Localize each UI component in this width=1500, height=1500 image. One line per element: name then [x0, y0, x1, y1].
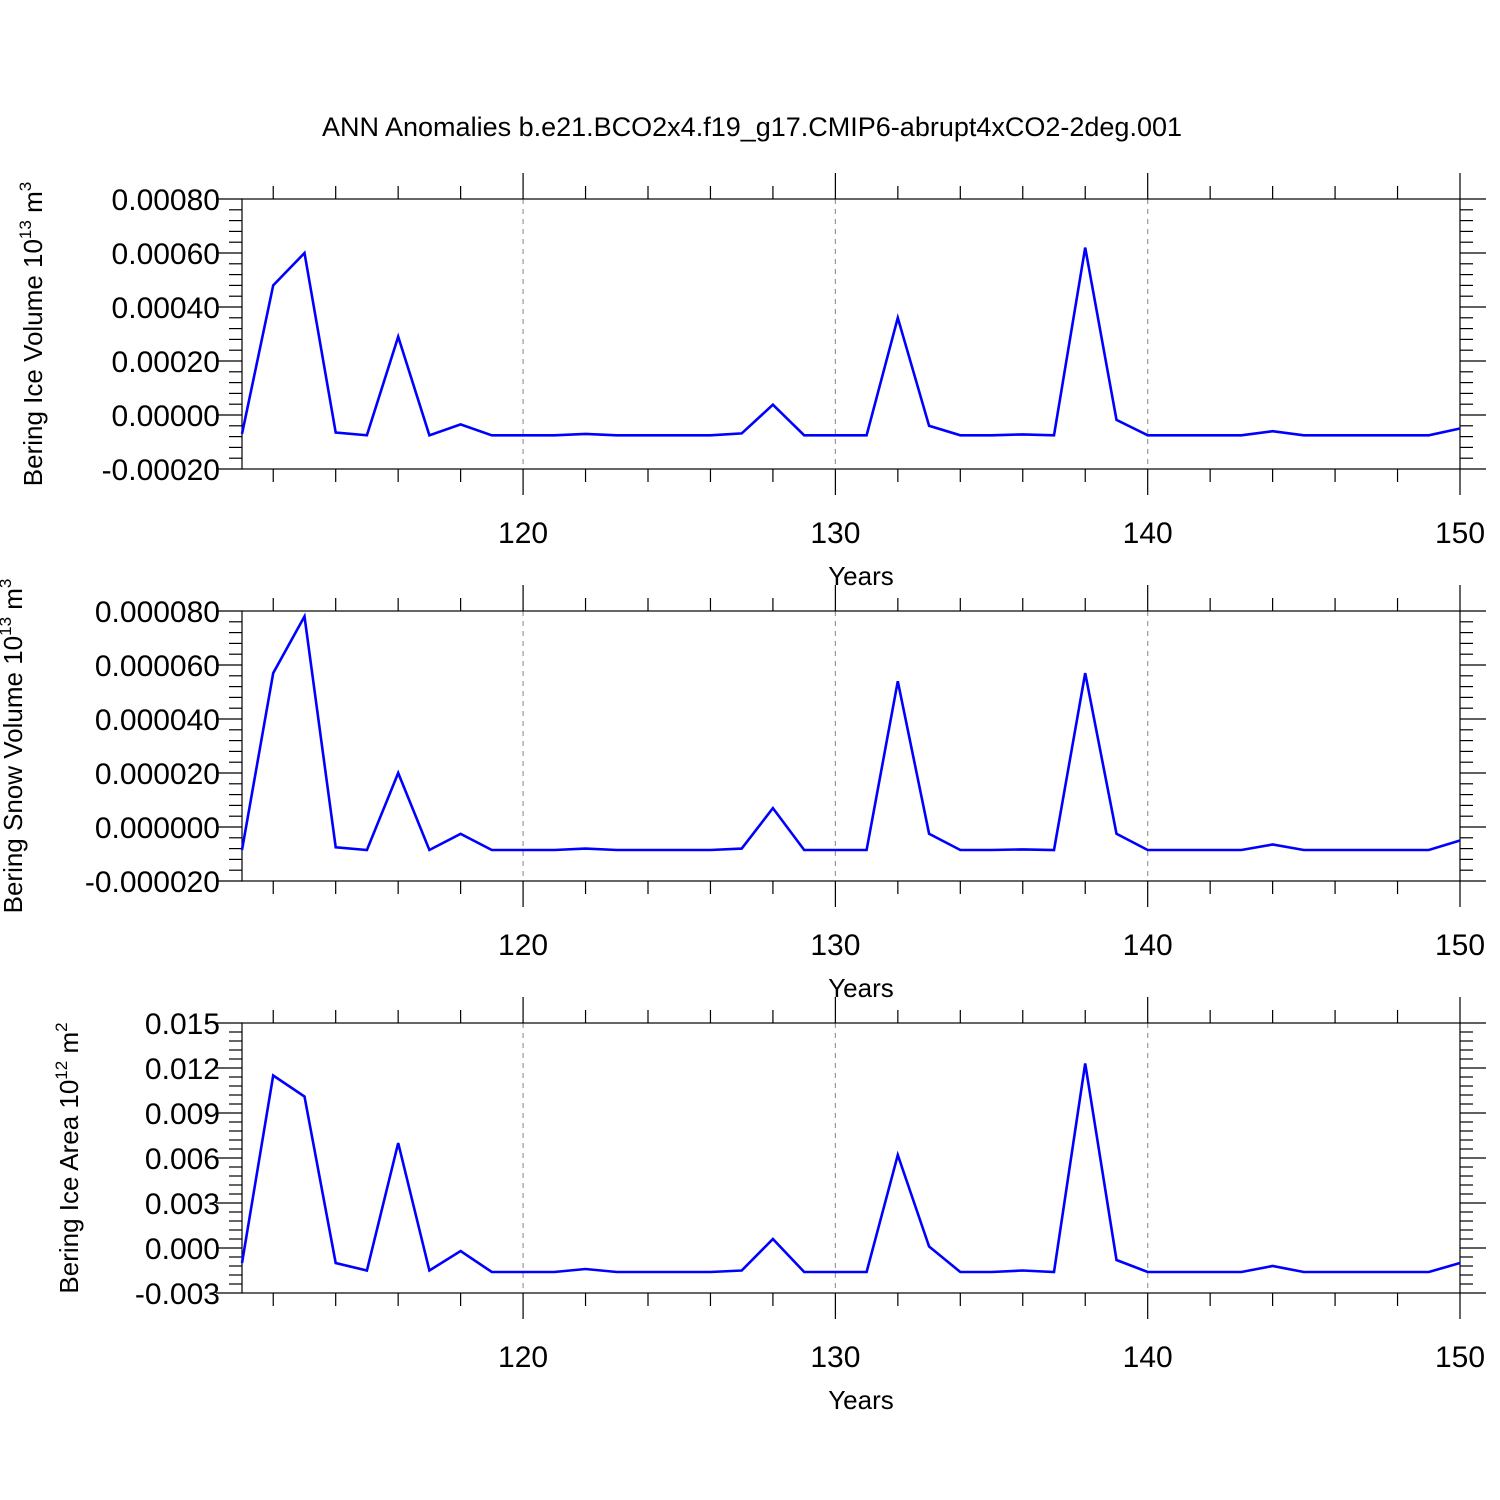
chart-title: ANN Anomalies b.e21.BCO2x4.f19_g17.CMIP6…: [322, 112, 1182, 142]
plot-frame: [241, 198, 1461, 470]
x-tick-label: 140: [1123, 929, 1173, 962]
y-tick-label: 0.000000: [95, 812, 220, 845]
x-tick-label: 130: [810, 929, 860, 962]
x-tick-label: 130: [810, 1341, 860, 1374]
panel-1: 120 130 140 150 -0.00020 0.00000 0.00020 0.0004…: [16, 173, 1486, 591]
y-tick-label: 0.000060: [95, 650, 220, 683]
y-tick-label: 0.00020: [112, 346, 220, 379]
x-tick-label: 140: [1123, 1341, 1173, 1374]
x-tick-label: 120: [498, 517, 548, 550]
panel-2: 120 130 140 150 -0.000020 0.000000 0.000020 0.0…: [0, 579, 1486, 1003]
y-tick-label: 0.006: [145, 1143, 220, 1176]
y-tick-label: 0.00040: [112, 292, 220, 325]
y-tick-label: 0.000080: [95, 596, 220, 629]
y-tick-label: 0.000020: [95, 758, 220, 791]
y-tick-label: 0.00000: [112, 400, 220, 433]
x-axis-label: Years: [828, 561, 894, 591]
y-tick-label: 0.009: [145, 1098, 220, 1131]
x-tick-label: 140: [1123, 517, 1173, 550]
x-tick-label: 150: [1435, 929, 1485, 962]
y-tick-label: 0.000: [145, 1233, 220, 1266]
y-tick-label: -0.00020: [102, 454, 220, 487]
x-tick-label: 120: [498, 929, 548, 962]
plot-frame: [241, 610, 1461, 882]
y-tick-label: 0.015: [145, 1008, 220, 1041]
y-tick-label: 0.012: [145, 1053, 220, 1086]
panels: 120 130 140 150 -0.00020 0.00000 0.00020 0.0004…: [0, 173, 1486, 1415]
x-axis-label: Years: [828, 973, 894, 1003]
y-axis-label: Bering Ice Area 1012 m2: [52, 1022, 84, 1293]
x-tick-label: 150: [1435, 1341, 1485, 1374]
x-tick-label: 150: [1435, 517, 1485, 550]
x-tick-label: 120: [498, 1341, 548, 1374]
y-tick-label: 0.00060: [112, 238, 220, 271]
x-tick-label: 130: [810, 517, 860, 550]
y-tick-label: 0.00080: [112, 184, 220, 217]
y-axis-label: Bering Snow Volume 1013 m3: [0, 579, 28, 914]
series-line: [240, 247, 1461, 437]
y-tick-label: 0.003: [145, 1188, 220, 1221]
y-tick-label: 0.000040: [95, 704, 220, 737]
series-line: [240, 1063, 1461, 1274]
y-axis-label: Bering Ice Volume 1013 m3: [16, 182, 48, 486]
panel-3: 120 130 140 150 -0.003 0.000 0.003 0.006 0.009 0.…: [52, 997, 1486, 1415]
y-tick-label: -0.000020: [85, 866, 220, 899]
series-line: [240, 612, 1461, 852]
y-tick-label: -0.003: [135, 1278, 220, 1311]
x-axis-label: Years: [828, 1385, 894, 1415]
